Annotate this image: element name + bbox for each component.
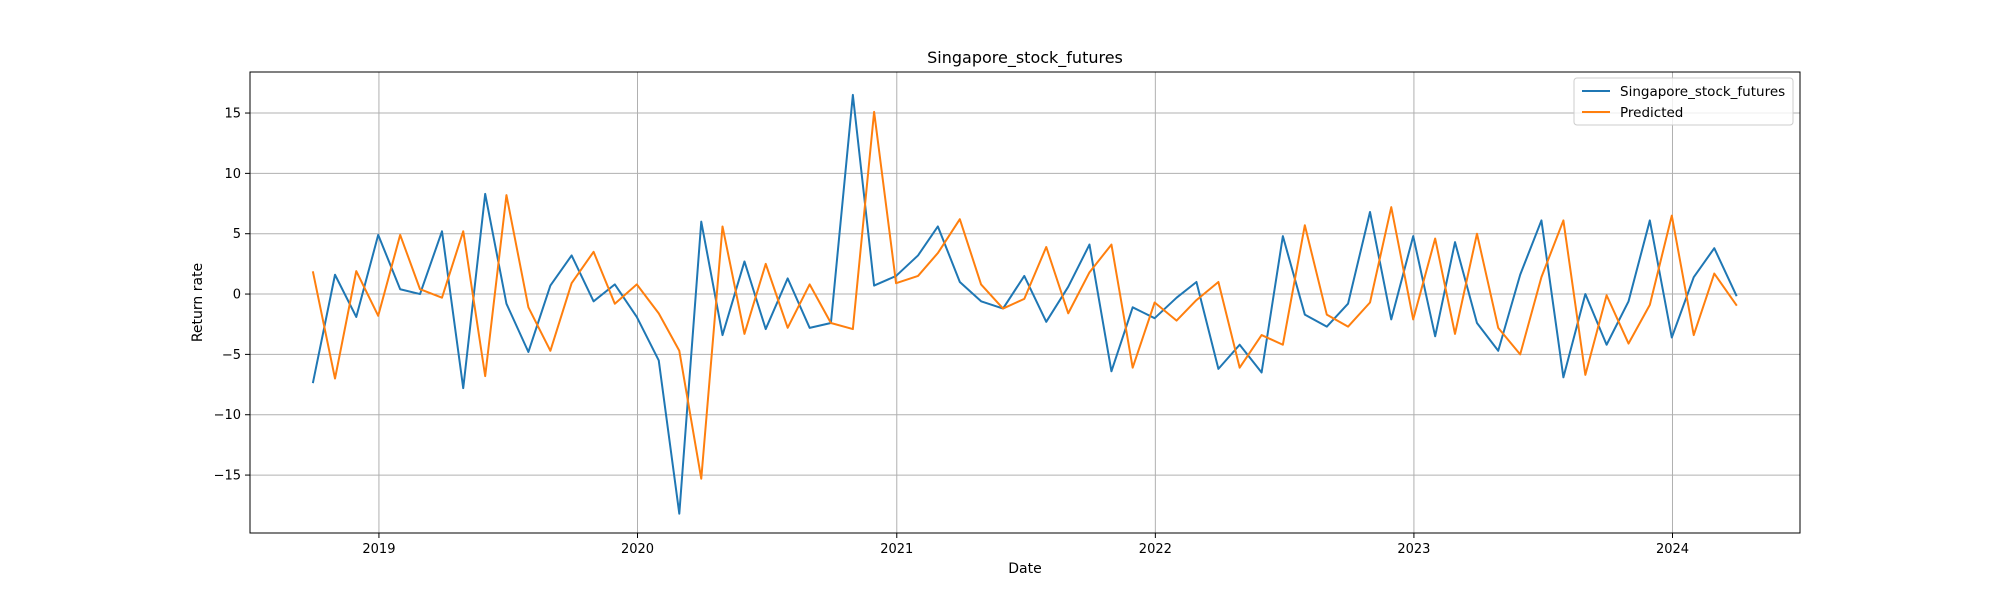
legend-entry-label: Predicted	[1620, 105, 1683, 121]
y-tick-label: 5	[233, 227, 241, 242]
grid	[250, 72, 1800, 533]
axis-ticks: 2019 2020 2021 2022 2023 2024 −15 −10 −5 0 5 10 15	[214, 107, 1689, 557]
x-tick-label: 2020	[621, 542, 654, 557]
legend: Singapore_stock_futures Predicted	[1573, 77, 1794, 126]
y-tick-label: −15	[214, 469, 241, 484]
series-line-predicted	[311, 110, 1738, 480]
x-tick-label: 2019	[362, 542, 395, 557]
y-tick-label: −10	[214, 408, 241, 423]
x-tick-label: 2023	[1397, 542, 1430, 557]
y-tick-label: 15	[224, 107, 241, 122]
legend-entry-label: Singapore_stock_futures	[1620, 84, 1785, 100]
series-line-actual	[311, 93, 1738, 515]
x-tick-label: 2024	[1656, 542, 1689, 557]
x-axis-label: Date	[1008, 561, 1041, 577]
y-axis-label: Return rate	[190, 263, 206, 342]
y-tick-label: 10	[224, 167, 241, 182]
x-tick-label: 2022	[1139, 542, 1172, 557]
legend-box	[1573, 77, 1794, 126]
x-tick-label: 2021	[880, 542, 913, 557]
series-layer	[311, 93, 1738, 515]
plot-frame	[249, 71, 1801, 534]
y-tick-label: 0	[233, 288, 241, 303]
chart-title: Singapore_stock_futures	[927, 48, 1123, 68]
plot-area	[250, 72, 1800, 533]
y-tick-label: −5	[222, 348, 241, 363]
